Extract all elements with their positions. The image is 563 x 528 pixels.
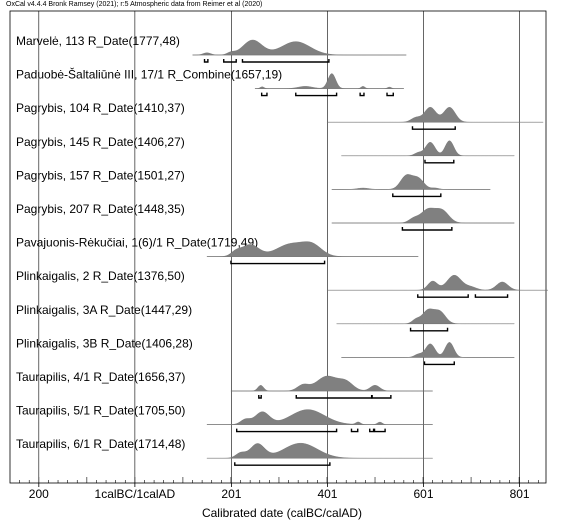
range-bracket [371, 395, 392, 399]
range-bracket [411, 126, 456, 130]
row-0: Marvelė, 113 R_Date(1777,48) [16, 34, 407, 63]
row-8: Plinkaigalis, 3A R_Date(1447,29) [16, 303, 515, 332]
row-2: Pagrybis, 104 R_Date(1410,37) [16, 101, 544, 130]
probability-distribution [230, 375, 433, 392]
range-bracket [235, 428, 338, 433]
range-bracket [230, 260, 326, 265]
range-bracket [401, 227, 453, 231]
range-bracket [234, 462, 331, 466]
row-label: Pagrybis, 157 R_Date(1501,27) [16, 168, 185, 182]
range-bracket [409, 327, 449, 332]
x-tick-label: 201 [221, 487, 241, 501]
row-label: Taurapilis, 4/1 R_Date(1656,37) [16, 370, 185, 384]
range-bracket [369, 428, 375, 433]
range-bracket [417, 294, 469, 298]
probability-distribution [206, 442, 433, 459]
range-bracket [373, 428, 386, 433]
probability-distribution [254, 73, 404, 89]
range-bracket [424, 159, 455, 164]
row-3: Pagrybis, 145 R_Date(1406,27) [16, 135, 515, 164]
probability-distribution [206, 409, 433, 425]
range-bracket [295, 92, 338, 97]
distribution-rows: Marvelė, 113 R_Date(1777,48) Paduobė-Šalt… [16, 34, 548, 466]
probability-distribution [341, 342, 515, 358]
x-tick-label: 1calBC/1calAD [95, 487, 176, 501]
row-label: Plinkaigalis, 2 R_Date(1376,50) [16, 269, 185, 283]
plot-frame [9, 10, 547, 484]
row-label: Pagrybis, 145 R_Date(1406,27) [16, 135, 185, 149]
probability-distribution [326, 274, 548, 291]
range-bracket [223, 59, 237, 63]
row-label: Plinkaigalis, 3A R_Date(1447,29) [16, 303, 192, 317]
row-10: Taurapilis, 4/1 R_Date(1656,37) [16, 370, 433, 399]
x-tick-label: 200 [29, 487, 49, 501]
grid-lines [38, 11, 520, 483]
row-4: Pagrybis, 157 R_Date(1501,27) [16, 168, 491, 198]
x-tick-label: 601 [414, 487, 434, 501]
probability-distribution [326, 106, 544, 123]
x-axis: 200 1calBC/1calAD 201 401 601 801 [19, 477, 539, 501]
range-bracket [203, 59, 209, 63]
row-label: Pavajuonis-Rėkučiai, 1(6)/1 R_Date(1719,… [16, 236, 258, 250]
probability-distribution [331, 207, 515, 224]
x-tick-label: 401 [317, 487, 337, 501]
row-label: Pagrybis, 104 R_Date(1410,37) [16, 101, 185, 115]
range-bracket [392, 193, 442, 198]
x-tick-label: 801 [510, 487, 530, 501]
row-label: Pagrybis, 207 R_Date(1448,35) [16, 202, 185, 216]
probability-distribution [206, 241, 419, 257]
range-bracket [350, 428, 359, 433]
row-1: Paduobė-Šaltaliūnė III, 17/1 R_Combine(1… [16, 67, 404, 97]
probability-distribution [341, 140, 515, 156]
row-11: Taurapilis, 5/1 R_Date(1705,50) [16, 404, 433, 433]
row-12: Taurapilis, 6/1 R_Date(1714,48) [16, 437, 433, 466]
range-bracket [474, 294, 509, 298]
row-6: Pavajuonis-Rėkučiai, 1(6)/1 R_Date(1719,… [16, 236, 419, 265]
row-label: Marvelė, 113 R_Date(1777,48) [16, 34, 180, 48]
row-9: Plinkaigalis, 3B R_Date(1406,28) [16, 336, 515, 366]
range-bracket [241, 59, 330, 63]
probability-distribution [336, 308, 515, 324]
row-label: Plinkaigalis, 3B R_Date(1406,28) [16, 336, 193, 350]
range-bracket [258, 395, 262, 399]
range-bracket [423, 361, 455, 366]
row-7: Plinkaigalis, 2 R_Date(1376,50) [16, 269, 548, 298]
probability-distribution [192, 39, 407, 56]
probability-distribution [331, 174, 491, 190]
range-bracket [260, 92, 268, 97]
chart-header: OxCal v4.4.4 Bronk Ramsey (2021); r:5 At… [6, 1, 263, 8]
row-label: Taurapilis, 6/1 R_Date(1714,48) [16, 437, 185, 451]
range-bracket [295, 395, 373, 399]
row-5: Pagrybis, 207 R_Date(1448,35) [16, 202, 515, 231]
range-bracket [386, 92, 394, 97]
row-label: Taurapilis, 5/1 R_Date(1705,50) [16, 404, 185, 418]
range-bracket [359, 92, 365, 97]
row-label: Paduobė-Šaltaliūnė III, 17/1 R_Combine(1… [16, 67, 282, 82]
x-axis-label: Calibrated date (calBC/calAD) [202, 506, 362, 520]
